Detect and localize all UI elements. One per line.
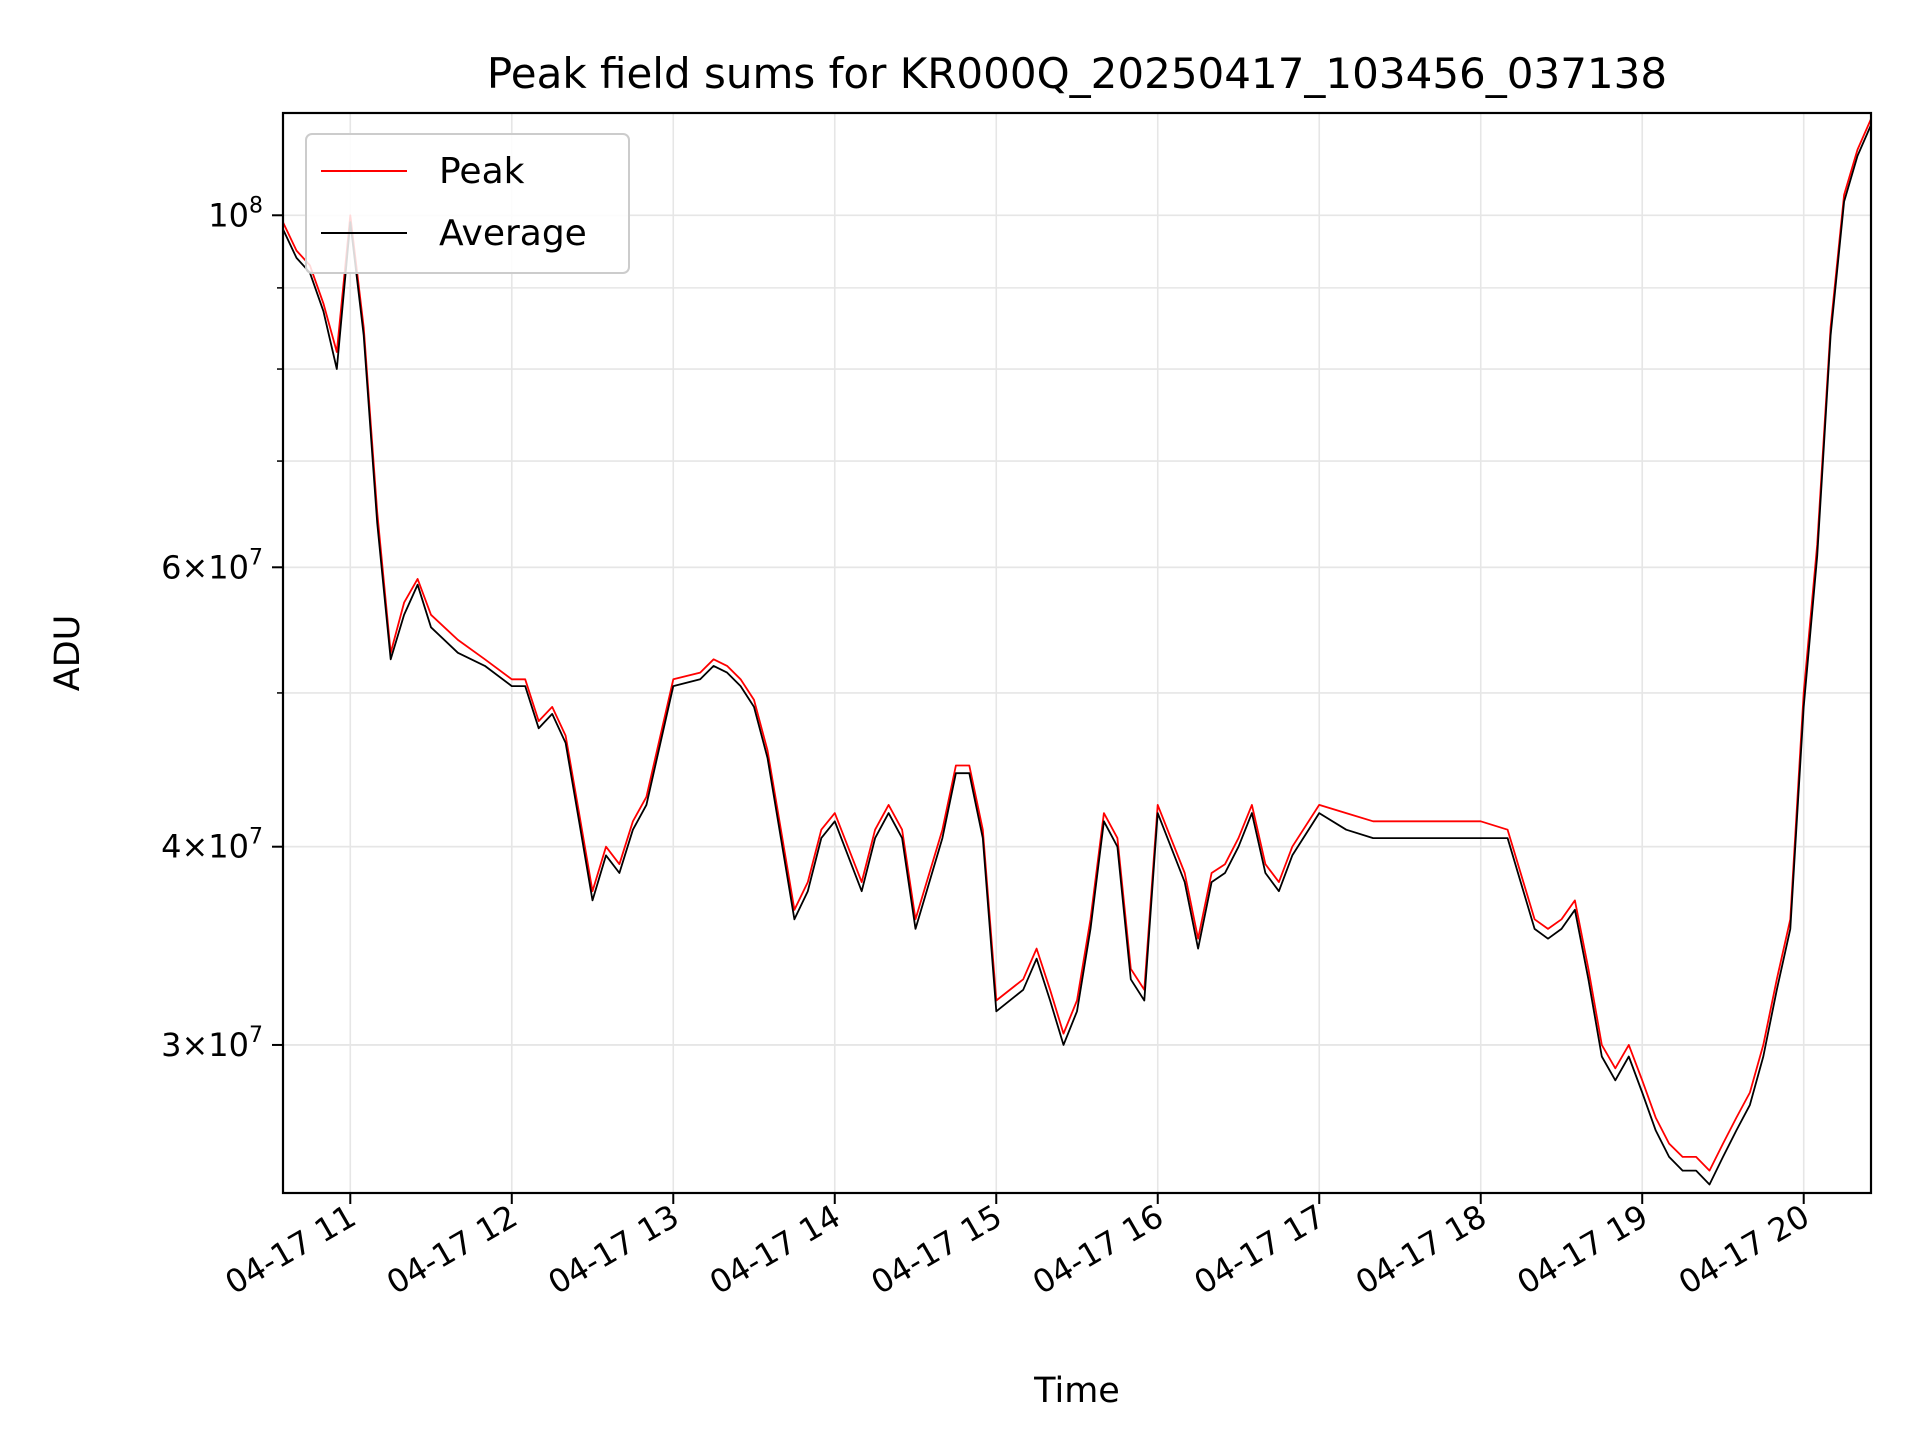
legend-box [305,133,630,274]
grid-lines [283,113,1871,1193]
plot-frame [281,111,1873,1195]
chart-title: Peak field sums for KR000Q_20250417_1034… [487,49,1667,98]
y-axis-title: ADU [48,615,88,692]
y-tick-label: 4×107 [161,825,263,866]
x-axis-title: Time [1033,1371,1120,1411]
y-axis: 3×107 4×107 6×107 108 [161,193,283,1064]
y-tick-label: 3×107 [161,1023,263,1064]
y-tick-label: 6×107 [161,545,263,586]
plot-series [282,118,1872,1186]
series-line-peak [282,118,1872,1172]
y-tick-label: 108 [208,193,263,234]
legend-label-average: Average [439,213,587,254]
legend: Peak Average [305,133,630,274]
legend-label-peak: Peak [439,151,525,192]
series-line-average [282,124,1872,1186]
